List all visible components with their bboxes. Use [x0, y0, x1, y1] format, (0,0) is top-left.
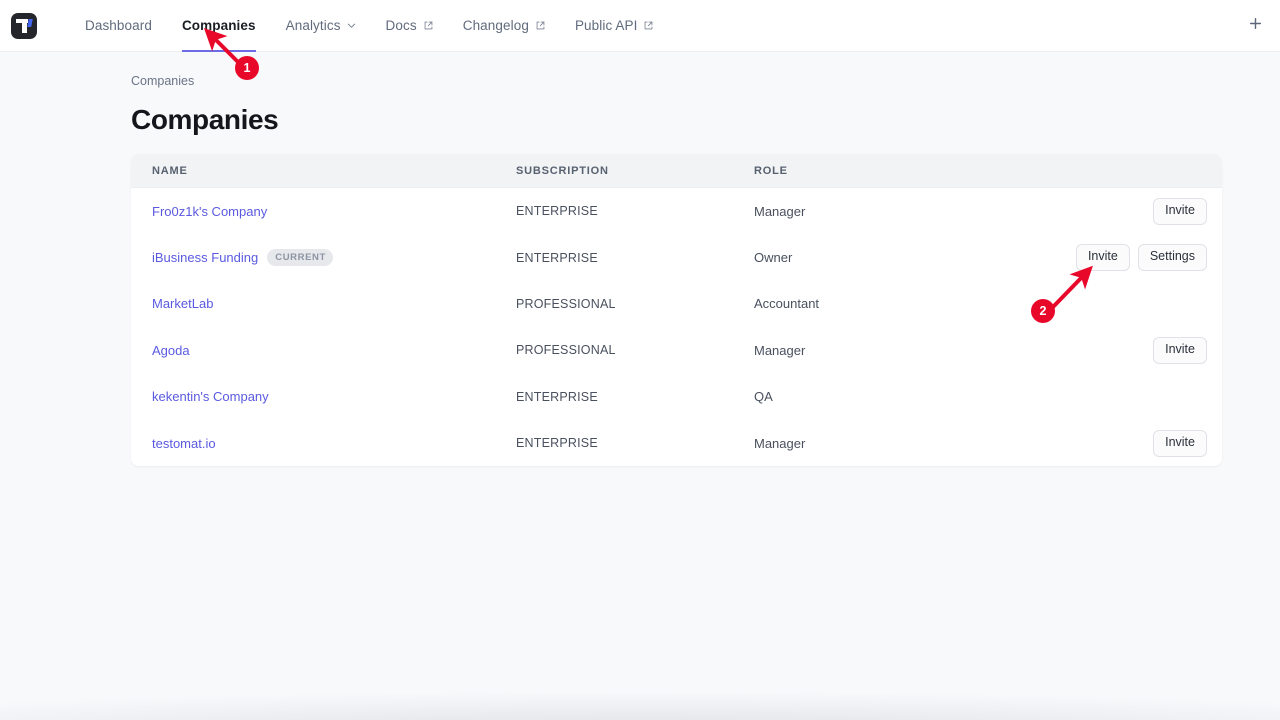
- cell-subscription: ENTERPRISE: [516, 204, 754, 218]
- cell-subscription: ENTERPRISE: [516, 390, 754, 404]
- external-link-icon: [536, 21, 545, 30]
- table-row: Agoda PROFESSIONAL Manager Invite: [131, 327, 1222, 374]
- nav-item-docs[interactable]: Docs: [371, 0, 448, 52]
- cell-role: Accountant: [754, 296, 1207, 311]
- testomat-logo[interactable]: [11, 12, 37, 39]
- chevron-down-icon: [347, 21, 356, 30]
- invite-button[interactable]: Invite: [1153, 197, 1207, 225]
- subscription-value: ENTERPRISE: [516, 204, 598, 219]
- nav-item-dashboard[interactable]: Dashboard: [70, 0, 167, 52]
- nav-item-label: Changelog: [462, 18, 529, 33]
- cell-name: MarketLab: [131, 296, 516, 311]
- logo-accent-mark: [27, 18, 33, 27]
- table-row: kekentin's Company ENTERPRISE QA: [131, 373, 1222, 420]
- role-value: Manager: [754, 203, 806, 219]
- nav-item-public-api[interactable]: Public API: [560, 0, 669, 52]
- company-link[interactable]: Agoda: [152, 342, 190, 358]
- breadcrumb[interactable]: Companies: [131, 74, 195, 88]
- column-header-role: ROLE: [754, 164, 788, 177]
- column-header-subscription: SUBSCRIPTION: [516, 164, 609, 177]
- cell-role: QA: [754, 389, 1207, 404]
- add-new-button[interactable]: [1242, 13, 1268, 39]
- table-row: MarketLab PROFESSIONAL Accountant: [131, 280, 1222, 328]
- invite-button[interactable]: Invite: [1153, 336, 1207, 364]
- role-value: Owner: [754, 250, 793, 266]
- subscription-value: ENTERPRISE: [516, 389, 598, 404]
- top-navigation-bar: Dashboard Companies Analytics Docs Chang…: [0, 0, 1280, 52]
- invite-button[interactable]: Invite: [1075, 244, 1130, 271]
- nav-item-changelog[interactable]: Changelog: [448, 0, 560, 52]
- nav-items: Dashboard Companies Analytics Docs Chang…: [70, 0, 668, 52]
- cell-name: Agoda: [131, 343, 516, 358]
- cell-subscription: ENTERPRISE: [516, 251, 754, 265]
- active-tab-underline: [181, 49, 256, 52]
- table-header-row: NAME SUBSCRIPTION ROLE: [131, 154, 1222, 188]
- companies-table-card: NAME SUBSCRIPTION ROLE Fro0z1k's Company…: [131, 154, 1222, 467]
- plus-icon: [1249, 17, 1262, 35]
- column-header-name: NAME: [152, 164, 188, 177]
- nav-item-label: Dashboard: [85, 18, 152, 33]
- company-link[interactable]: MarketLab: [152, 296, 214, 312]
- nav-item-label: Companies: [181, 18, 256, 33]
- logo-t-stem: [22, 18, 27, 33]
- company-link[interactable]: iBusiness Funding: [152, 250, 259, 266]
- subscription-value: ENTERPRISE: [516, 436, 598, 451]
- external-link-icon: [424, 21, 433, 30]
- subscription-value: PROFESSIONAL: [516, 296, 616, 311]
- cell-role: Manager: [754, 436, 1153, 451]
- table-row: testomat.io ENTERPRISE Manager Invite: [131, 419, 1222, 467]
- cell-name: Fro0z1k's Company: [131, 204, 516, 219]
- row-actions: Invite: [1153, 336, 1207, 364]
- invite-button[interactable]: Invite: [1153, 429, 1207, 457]
- role-value: QA: [754, 389, 773, 405]
- marker-number: 1: [243, 61, 251, 75]
- cell-name: iBusiness Funding CURRENT: [131, 249, 516, 267]
- page-title: Companies: [131, 104, 279, 135]
- annotation-marker-2: 2: [1031, 299, 1055, 323]
- external-link-icon: [644, 21, 653, 30]
- row-actions: Invite: [1153, 197, 1207, 225]
- nav-item-label: Public API: [574, 18, 638, 33]
- company-link[interactable]: testomat.io: [152, 435, 216, 451]
- cell-role: Owner: [754, 250, 1076, 265]
- cell-name: testomat.io: [131, 436, 516, 451]
- role-value: Manager: [754, 435, 806, 451]
- status-badge: CURRENT: [267, 249, 333, 267]
- nav-item-analytics[interactable]: Analytics: [271, 0, 371, 52]
- role-value: Manager: [754, 342, 806, 358]
- nav-item-companies[interactable]: Companies: [167, 0, 271, 52]
- subscription-value: PROFESSIONAL: [516, 343, 616, 358]
- cell-name: kekentin's Company: [131, 389, 516, 404]
- settings-button[interactable]: Settings: [1137, 244, 1207, 271]
- bottom-vignette: [0, 674, 1280, 720]
- company-link[interactable]: Fro0z1k's Company: [152, 203, 268, 219]
- cell-role: Manager: [754, 343, 1153, 358]
- table-row: Fro0z1k's Company ENTERPRISE Manager Inv…: [131, 188, 1222, 235]
- row-actions: Invite: [1153, 429, 1207, 457]
- cell-subscription: PROFESSIONAL: [516, 343, 754, 357]
- cell-role: Manager: [754, 204, 1153, 219]
- role-value: Accountant: [754, 296, 820, 312]
- marker-number: 2: [1039, 304, 1047, 318]
- cell-subscription: ENTERPRISE: [516, 436, 754, 450]
- annotation-marker-1: 1: [235, 56, 259, 80]
- subscription-value: ENTERPRISE: [516, 250, 598, 265]
- company-link[interactable]: kekentin's Company: [152, 389, 269, 405]
- cell-subscription: PROFESSIONAL: [516, 297, 754, 311]
- nav-item-label: Analytics: [285, 18, 341, 33]
- nav-item-label: Docs: [385, 18, 417, 33]
- table-row: iBusiness Funding CURRENT ENTERPRISE Own…: [131, 234, 1222, 281]
- row-actions: Invite Settings: [1075, 244, 1207, 271]
